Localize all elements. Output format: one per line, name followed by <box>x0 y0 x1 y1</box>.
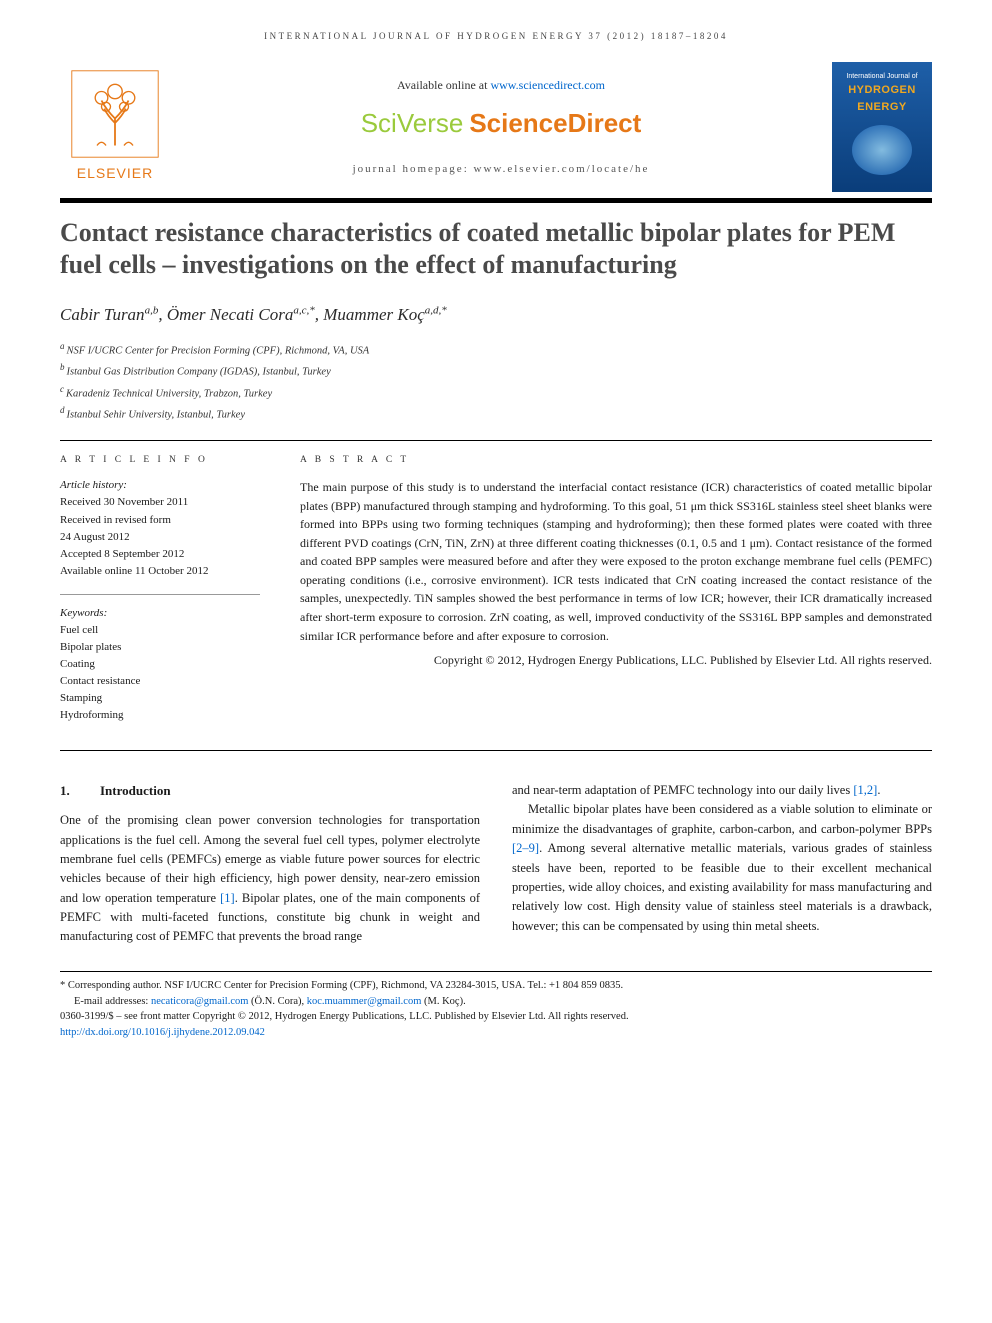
keywords-label: Keywords: <box>60 605 260 622</box>
cover-line2: HYDROGEN <box>848 82 916 99</box>
article-info-column: A R T I C L E I N F O Article history: R… <box>60 453 260 738</box>
affiliation-d: dIstanbul Sehir University, Istanbul, Tu… <box>60 403 932 424</box>
keyword-2: Coating <box>60 656 260 673</box>
email-2-who: (M. Koç). <box>421 996 465 1007</box>
history-revised-1: Received in revised form <box>60 512 260 529</box>
section-1-number: 1. <box>60 781 100 801</box>
author-1-aff: a,b <box>145 304 159 316</box>
available-online-line: Available online at www.sciencedirect.co… <box>397 76 605 94</box>
author-3-aff: a,d,* <box>425 304 447 316</box>
sciverse-brand: SciVerse ScienceDirect <box>361 104 642 143</box>
journal-cover-thumbnail: International Journal of HYDROGEN ENERGY <box>832 62 932 192</box>
section-1-title: Introduction <box>100 783 171 798</box>
history-label: Article history: <box>60 477 260 494</box>
journal-homepage: journal homepage: www.elsevier.com/locat… <box>353 161 650 178</box>
doi-link[interactable]: 10.1016/j.ijhydene.2012.09.042 <box>131 1027 265 1038</box>
email-1-who: (Ö.N. Cora), <box>248 996 306 1007</box>
affiliation-b: bIstanbul Gas Distribution Company (IGDA… <box>60 360 932 381</box>
article-history: Article history: Received 30 November 20… <box>60 477 260 579</box>
abstract-column: A B S T R A C T The main purpose of this… <box>300 453 932 738</box>
intro-para-2: and near-term adaptation of PEMFC techno… <box>512 781 932 800</box>
keyword-5: Hydroforming <box>60 707 260 724</box>
keyword-0: Fuel cell <box>60 622 260 639</box>
article-title: Contact resistance characteristics of co… <box>60 217 932 282</box>
thin-rule-top <box>60 440 932 441</box>
brand-sciencedirect: ScienceDirect <box>469 104 641 143</box>
author-3: Muammer Koç <box>323 305 425 324</box>
publisher-name: ELSEVIER <box>77 163 153 184</box>
abstract-copyright: Copyright © 2012, Hydrogen Energy Public… <box>300 651 932 670</box>
doi-prefix-link[interactable]: http://dx.doi.org/ <box>60 1027 131 1038</box>
emails-label: E-mail addresses: <box>74 996 151 1007</box>
history-received: Received 30 November 2011 <box>60 494 260 511</box>
cover-line1: International Journal of <box>846 72 917 83</box>
keywords-block: Keywords: Fuel cell Bipolar plates Coati… <box>60 605 260 724</box>
history-online: Available online 11 October 2012 <box>60 563 260 580</box>
keyword-4: Stamping <box>60 690 260 707</box>
affiliation-c: cKaradeniz Technical University, Trabzon… <box>60 382 932 403</box>
thin-rule-bottom <box>60 750 932 751</box>
author-1: Cabir Turan <box>60 305 145 324</box>
email-1-link[interactable]: necaticora@gmail.com <box>151 996 248 1007</box>
corresponding-author: * Corresponding author. NSF I/UCRC Cente… <box>60 978 932 994</box>
email-2-link[interactable]: koc.muammer@gmail.com <box>307 996 422 1007</box>
footnotes: * Corresponding author. NSF I/UCRC Cente… <box>60 971 932 1041</box>
info-divider <box>60 594 260 595</box>
intro-para-3: Metallic bipolar plates have been consid… <box>512 800 932 936</box>
abstract-heading: A B S T R A C T <box>300 453 932 468</box>
cover-graphic-icon <box>852 125 912 175</box>
article-info-heading: A R T I C L E I N F O <box>60 453 260 467</box>
author-list: Cabir Turana,b, Ömer Necati Coraa,c,*, M… <box>60 302 932 328</box>
available-prefix: Available online at <box>397 78 490 92</box>
author-2-aff: a,c,* <box>293 304 314 316</box>
intro-para-1: One of the promising clean power convers… <box>60 811 480 947</box>
journal-banner: ELSEVIER Available online at www.science… <box>60 62 932 192</box>
elsevier-tree-icon <box>70 69 160 159</box>
body-two-column: 1.Introduction One of the promising clea… <box>60 781 932 947</box>
brand-sciverse: SciVerse <box>361 104 464 143</box>
author-2: Ömer Necati Cora <box>167 305 294 324</box>
section-1-heading: 1.Introduction <box>60 781 480 801</box>
history-accepted: Accepted 8 September 2012 <box>60 546 260 563</box>
affiliation-a: aNSF I/UCRC Center for Precision Forming… <box>60 339 932 360</box>
email-line: E-mail addresses: necaticora@gmail.com (… <box>74 994 932 1010</box>
keyword-1: Bipolar plates <box>60 639 260 656</box>
publisher-logo: ELSEVIER <box>60 62 170 192</box>
doi-line: http://dx.doi.org/10.1016/j.ijhydene.201… <box>60 1025 932 1041</box>
cover-line3: ENERGY <box>857 99 906 116</box>
sciencedirect-link[interactable]: www.sciencedirect.com <box>490 78 605 92</box>
abstract-text: The main purpose of this study is to und… <box>300 478 932 645</box>
issn-line: 0360-3199/$ – see front matter Copyright… <box>60 1009 932 1025</box>
running-head: INTERNATIONAL JOURNAL OF HYDROGEN ENERGY… <box>60 30 932 44</box>
keyword-3: Contact resistance <box>60 673 260 690</box>
banner-center: Available online at www.sciencedirect.co… <box>186 62 816 192</box>
heavy-rule <box>60 198 932 203</box>
affiliations: aNSF I/UCRC Center for Precision Forming… <box>60 339 932 424</box>
history-revised-2: 24 August 2012 <box>60 529 260 546</box>
